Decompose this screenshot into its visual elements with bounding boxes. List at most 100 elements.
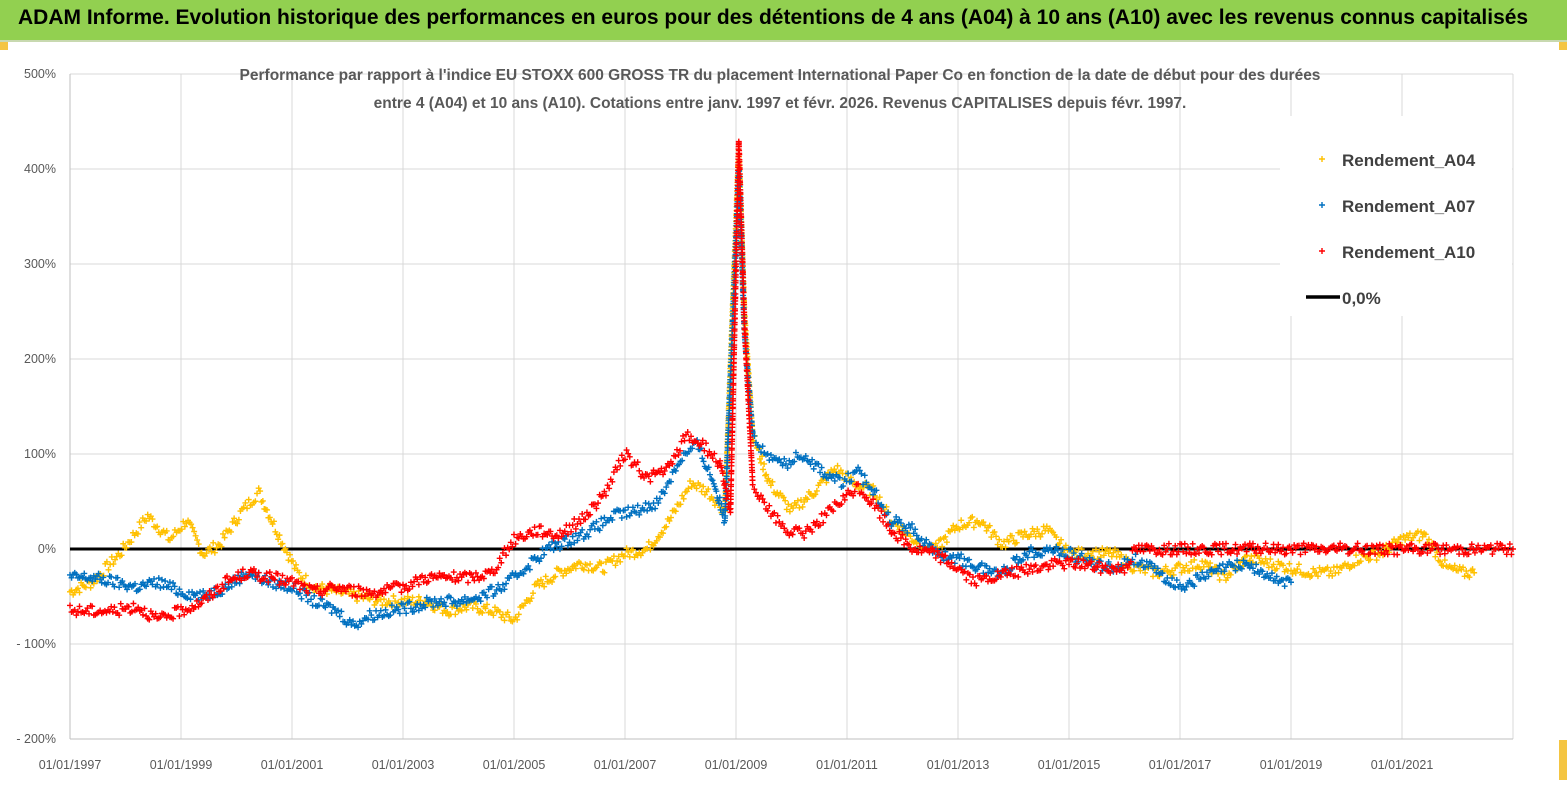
data-point-rendement_a07 <box>124 586 131 593</box>
x-tick-label: 01/01/2009 <box>705 758 768 772</box>
data-point-rendement_a10 <box>531 524 538 531</box>
data-point-rendement_a07 <box>1177 581 1183 588</box>
data-point-rendement_a07 <box>655 500 662 507</box>
data-point-rendement_a07 <box>1145 563 1152 570</box>
data-point-rendement_a10 <box>1249 540 1256 547</box>
data-point-rendement_a07 <box>422 604 429 611</box>
data-point-rendement_a10 <box>661 467 668 474</box>
data-point-rendement_a07 <box>663 484 670 491</box>
data-point-rendement_a04 <box>515 611 522 618</box>
data-point-rendement_a04 <box>943 539 950 546</box>
data-point-rendement_a04 <box>213 544 220 551</box>
data-point-rendement_a10 <box>419 572 426 579</box>
data-point-rendement_a07 <box>759 443 766 450</box>
data-point-rendement_a10 <box>1506 541 1513 548</box>
data-point-rendement_a10 <box>583 509 590 516</box>
data-point-rendement_a04 <box>285 557 292 564</box>
data-point-rendement_a10 <box>1307 545 1314 552</box>
data-point-rendement_a07 <box>848 478 855 485</box>
data-point-rendement_a07 <box>520 570 527 577</box>
data-point-rendement_a07 <box>679 457 686 464</box>
data-point-rendement_a04 <box>552 573 559 580</box>
data-point-rendement_a10 <box>255 569 262 576</box>
data-point-rendement_a04 <box>154 523 161 530</box>
data-point-rendement_a10 <box>1107 569 1114 576</box>
data-point-rendement_a10 <box>1372 551 1379 558</box>
data-point-rendement_a07 <box>453 603 460 610</box>
data-point-rendement_a10 <box>730 380 737 387</box>
data-point-rendement_a10 <box>709 455 716 462</box>
data-point-rendement_a07 <box>136 586 143 593</box>
x-tick-label: 01/01/2015 <box>1038 758 1101 772</box>
data-point-rendement_a04 <box>700 483 707 490</box>
data-point-rendement_a10 <box>436 570 443 577</box>
data-point-rendement_a04 <box>834 462 841 469</box>
data-point-rendement_a10 <box>1159 551 1166 558</box>
data-point-rendement_a10 <box>244 574 251 581</box>
data-point-rendement_a07 <box>526 566 533 573</box>
data-point-rendement_a04 <box>264 506 271 513</box>
data-point-rendement_a10 <box>414 576 421 583</box>
data-point-rendement_a04 <box>804 496 811 503</box>
data-point-rendement_a10 <box>1425 542 1432 549</box>
data-point-rendement_a04 <box>769 478 776 485</box>
data-point-rendement_a04 <box>258 498 265 505</box>
data-point-rendement_a04 <box>783 506 790 513</box>
data-point-rendement_a04 <box>994 541 1001 548</box>
data-point-rendement_a04 <box>240 504 247 511</box>
data-point-rendement_a10 <box>314 583 321 590</box>
data-point-rendement_a10 <box>772 519 779 526</box>
series-Rendement_A10 <box>67 138 1516 623</box>
data-point-rendement_a10 <box>1419 548 1426 555</box>
data-point-rendement_a10 <box>539 533 546 540</box>
data-point-rendement_a10 <box>271 576 278 583</box>
data-point-rendement_a07 <box>904 529 911 536</box>
data-point-rendement_a04 <box>1224 574 1231 581</box>
data-point-rendement_a07 <box>1173 577 1180 584</box>
data-point-rendement_a10 <box>1221 545 1228 552</box>
data-point-rendement_a10 <box>1024 570 1031 577</box>
data-point-rendement_a07 <box>706 471 713 478</box>
data-point-rendement_a10 <box>1443 542 1450 549</box>
data-point-rendement_a10 <box>961 568 968 575</box>
data-point-rendement_a04 <box>1034 526 1041 533</box>
data-point-rendement_a10 <box>1213 542 1220 549</box>
data-point-rendement_a10 <box>157 614 164 621</box>
data-point-rendement_a10 <box>1408 540 1415 547</box>
data-point-rendement_a10 <box>1081 565 1088 572</box>
data-point-rendement_a07 <box>767 452 774 459</box>
data-point-rendement_a04 <box>491 604 498 611</box>
legend-label-rendement_a07: Rendement_A07 <box>1342 197 1475 216</box>
data-point-rendement_a07 <box>1027 544 1034 551</box>
data-point-rendement_a04 <box>1053 534 1060 541</box>
data-point-rendement_a07 <box>200 587 207 594</box>
data-point-rendement_a07 <box>672 467 679 474</box>
data-point-rendement_a07 <box>974 566 981 573</box>
data-point-rendement_a10 <box>1094 564 1101 571</box>
data-point-rendement_a10 <box>564 531 571 538</box>
data-point-rendement_a07 <box>598 515 605 522</box>
data-point-rendement_a10 <box>1026 566 1033 573</box>
data-point-rendement_a10 <box>604 482 611 489</box>
data-point-rendement_a10 <box>233 576 240 583</box>
data-point-rendement_a10 <box>526 527 533 534</box>
data-point-rendement_a07 <box>147 578 154 585</box>
data-point-rendement_a10 <box>1454 543 1461 550</box>
data-point-rendement_a10 <box>1505 546 1512 553</box>
data-point-rendement_a07 <box>585 533 592 540</box>
data-point-rendement_a07 <box>923 536 930 543</box>
data-point-rendement_a10 <box>870 496 877 503</box>
data-point-rendement_a07 <box>978 560 985 567</box>
data-point-rendement_a10 <box>742 334 749 341</box>
data-point-rendement_a10 <box>838 501 845 508</box>
data-point-rendement_a10 <box>817 522 824 529</box>
data-point-rendement_a10 <box>1172 542 1179 549</box>
data-point-rendement_a10 <box>82 608 89 615</box>
legend-label-rendement_a04: Rendement_A04 <box>1342 151 1476 170</box>
data-point-rendement_a04 <box>1273 565 1280 572</box>
data-point-rendement_a10 <box>342 588 349 595</box>
data-point-rendement_a07 <box>545 541 552 548</box>
data-point-rendement_a07 <box>1067 545 1074 552</box>
data-point-rendement_a07 <box>225 584 232 591</box>
data-point-rendement_a10 <box>265 579 272 586</box>
